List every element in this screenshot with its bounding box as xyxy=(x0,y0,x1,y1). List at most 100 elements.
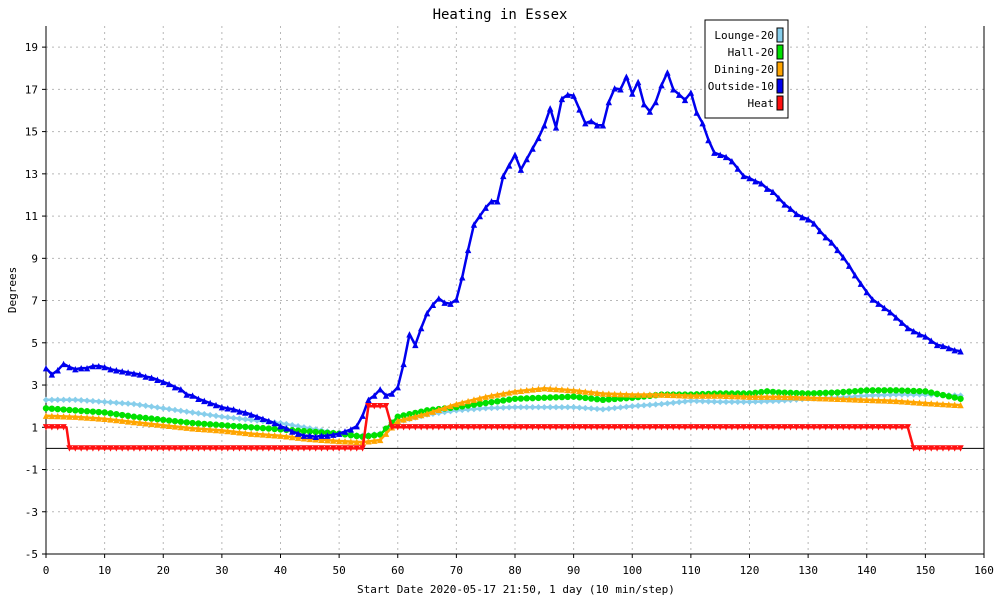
data-point xyxy=(869,387,876,394)
data-point xyxy=(570,92,577,99)
data-point xyxy=(904,424,911,431)
data-point xyxy=(148,403,155,410)
data-point xyxy=(828,424,835,431)
data-point xyxy=(957,348,964,355)
data-point xyxy=(423,410,431,417)
data-point xyxy=(658,400,665,408)
series-dining-20 xyxy=(42,385,964,446)
data-point xyxy=(611,390,618,398)
data-point xyxy=(48,396,56,404)
data-point xyxy=(740,172,747,180)
data-point xyxy=(294,430,302,437)
x-tick-label: 120 xyxy=(740,564,760,577)
data-point xyxy=(758,424,765,431)
y-tick-label: 15 xyxy=(25,126,38,139)
data-point xyxy=(552,385,560,393)
data-point xyxy=(271,425,278,433)
data-point xyxy=(54,412,61,420)
data-point xyxy=(300,427,308,435)
data-point xyxy=(652,401,659,408)
data-point xyxy=(218,445,226,452)
data-point xyxy=(687,392,695,399)
data-point xyxy=(441,424,448,431)
data-point xyxy=(500,172,507,180)
y-tick-label: -3 xyxy=(25,506,38,519)
data-point xyxy=(353,438,360,445)
data-point xyxy=(488,404,495,412)
data-point xyxy=(875,424,882,431)
data-point xyxy=(623,403,630,410)
data-point xyxy=(230,414,237,422)
legend-label: Lounge-20 xyxy=(714,29,774,42)
data-point xyxy=(83,445,91,452)
data-point xyxy=(277,445,284,452)
data-point xyxy=(634,424,642,431)
data-point xyxy=(60,413,67,420)
data-point xyxy=(740,393,747,400)
data-point xyxy=(435,295,442,302)
data-point xyxy=(887,387,894,394)
data-point xyxy=(546,404,554,411)
data-point xyxy=(810,390,818,397)
data-point xyxy=(652,98,659,106)
legend-swatch xyxy=(776,27,784,43)
data-point xyxy=(529,145,536,152)
data-point xyxy=(453,424,460,431)
data-point xyxy=(335,445,343,452)
data-point xyxy=(887,391,894,398)
data-point xyxy=(265,431,272,439)
data-point xyxy=(95,408,102,416)
data-point xyxy=(763,185,771,192)
data-point xyxy=(382,392,390,399)
data-point xyxy=(341,438,349,445)
data-point xyxy=(675,391,683,399)
data-point xyxy=(722,398,730,406)
data-point xyxy=(476,424,484,431)
data-point xyxy=(769,188,777,195)
data-point xyxy=(763,424,771,431)
data-point xyxy=(500,424,507,431)
data-point xyxy=(271,432,278,439)
data-point xyxy=(400,360,407,368)
data-point xyxy=(552,424,560,431)
data-point xyxy=(206,399,214,407)
data-point xyxy=(119,445,126,452)
data-point xyxy=(711,424,718,431)
data-point xyxy=(400,412,407,419)
x-tick-label: 80 xyxy=(508,564,521,577)
data-point xyxy=(523,404,530,411)
x-tick-label: 50 xyxy=(333,564,346,577)
data-point xyxy=(253,424,261,431)
data-point xyxy=(89,414,97,422)
data-point xyxy=(869,424,876,431)
series-layer xyxy=(42,69,964,452)
data-point xyxy=(588,405,595,412)
data-point xyxy=(371,432,378,439)
data-point xyxy=(101,363,108,371)
data-point xyxy=(746,393,753,400)
data-point xyxy=(423,424,431,431)
data-point xyxy=(312,433,319,440)
data-point xyxy=(212,426,220,434)
data-point xyxy=(124,418,132,425)
data-point xyxy=(412,424,419,431)
data-point xyxy=(793,210,800,218)
data-point xyxy=(247,416,255,424)
data-point xyxy=(171,423,179,430)
data-point xyxy=(570,424,577,431)
data-point xyxy=(470,401,478,408)
data-point xyxy=(160,421,167,429)
data-point xyxy=(781,389,788,396)
data-point xyxy=(259,431,267,438)
data-point xyxy=(541,404,548,411)
y-tick-label: 5 xyxy=(31,337,38,350)
data-point xyxy=(693,392,700,399)
data-point xyxy=(107,445,114,452)
data-point xyxy=(195,410,202,417)
data-point xyxy=(236,429,243,436)
data-point xyxy=(470,405,478,413)
data-point xyxy=(752,389,759,396)
data-point xyxy=(634,78,642,86)
data-point xyxy=(183,419,190,426)
data-point xyxy=(535,404,542,411)
